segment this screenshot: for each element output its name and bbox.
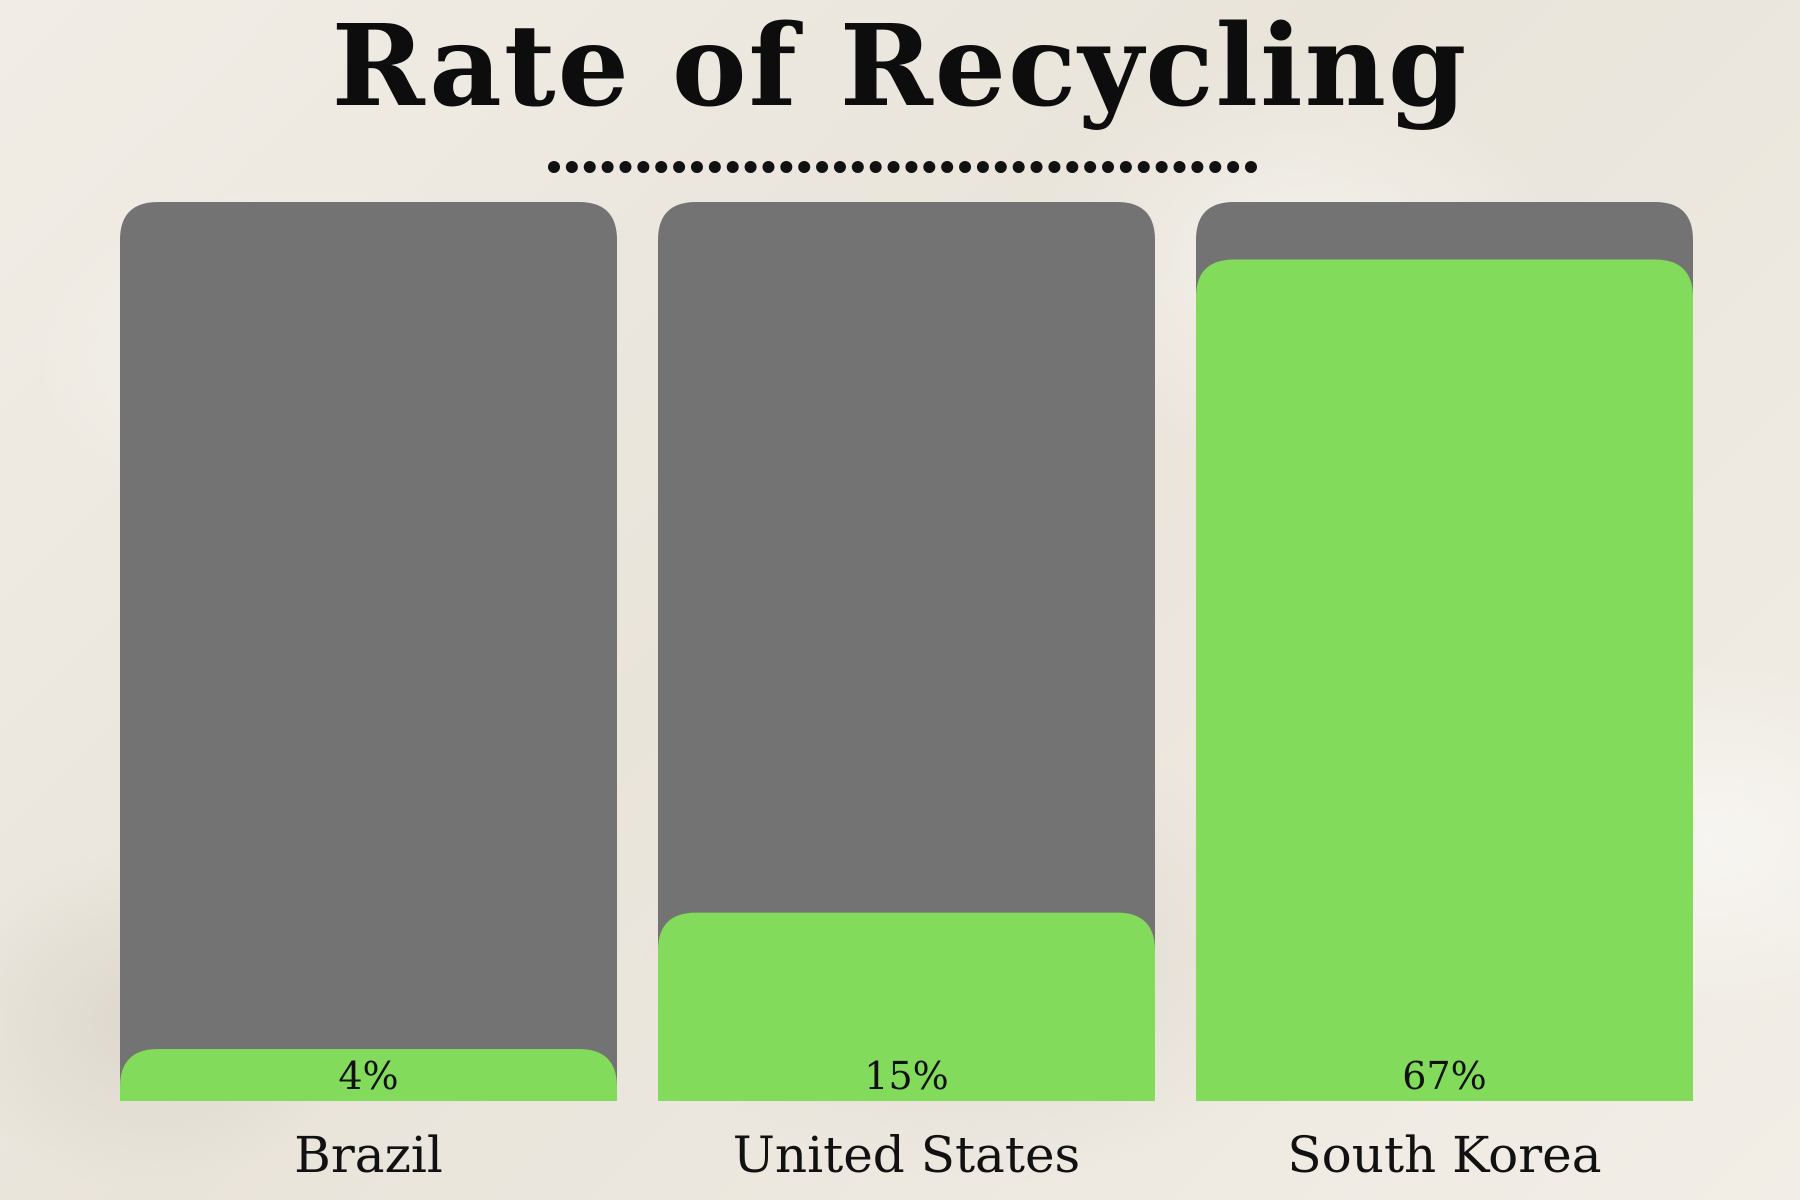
divider-dot <box>1084 161 1097 173</box>
category-label: United States <box>733 1126 1080 1184</box>
divider-dot <box>780 161 793 173</box>
divider-dot <box>690 161 703 173</box>
divider-dot <box>744 161 757 173</box>
divider-dot <box>673 161 686 173</box>
divider-dot <box>1119 161 1132 173</box>
divider-dot <box>708 161 721 173</box>
divider-dot <box>565 161 578 173</box>
divider-dot <box>869 161 882 173</box>
category-label: South Korea <box>1287 1126 1601 1184</box>
divider-dot <box>1102 161 1115 173</box>
divider-dot <box>762 161 775 173</box>
category-label: Brazil <box>294 1126 443 1184</box>
bar-track <box>120 202 617 1101</box>
divider-dot <box>1030 161 1043 173</box>
divider-dot <box>1012 161 1025 173</box>
divider-dot <box>548 161 560 173</box>
divider-dot <box>833 161 846 173</box>
divider-dot <box>1209 161 1222 173</box>
divider-dot <box>1173 161 1186 173</box>
divider-dot <box>798 161 811 173</box>
divider-dot <box>959 161 972 173</box>
divider-dot <box>1137 161 1150 173</box>
divider-dot <box>1066 161 1079 173</box>
chart-title: Rate of Recycling <box>331 1 1469 132</box>
data-label: 4% <box>338 1054 398 1098</box>
divider-dot <box>994 161 1007 173</box>
divider-dot <box>976 161 989 173</box>
divider-dot <box>1245 161 1257 173</box>
divider-dot <box>923 161 936 173</box>
bar <box>658 912 1155 1101</box>
bar-group: 4% Brazil <box>120 202 617 1184</box>
divider-dot <box>941 161 954 173</box>
bar-group: 15% United States <box>658 202 1155 1184</box>
data-label: 15% <box>864 1054 948 1098</box>
divider-dot <box>851 161 864 173</box>
title-dotted-divider <box>548 161 1257 173</box>
divider-dot <box>619 161 632 173</box>
divider-dot <box>637 161 650 173</box>
divider-dot <box>1048 161 1061 173</box>
divider-dot <box>887 161 900 173</box>
divider-dot <box>1155 161 1168 173</box>
bar-group: 67% South Korea <box>1196 202 1693 1184</box>
bar <box>120 1049 617 1101</box>
divider-dot <box>655 161 668 173</box>
divider-dot <box>905 161 918 173</box>
bar-track <box>658 202 1155 1101</box>
data-label: 67% <box>1402 1054 1486 1098</box>
divider-dot <box>583 161 596 173</box>
divider-dot <box>1191 161 1204 173</box>
bar <box>1196 259 1693 1101</box>
divider-dot <box>726 161 739 173</box>
divider-dot <box>1227 161 1240 173</box>
divider-dot <box>601 161 614 173</box>
divider-dot <box>816 161 829 173</box>
